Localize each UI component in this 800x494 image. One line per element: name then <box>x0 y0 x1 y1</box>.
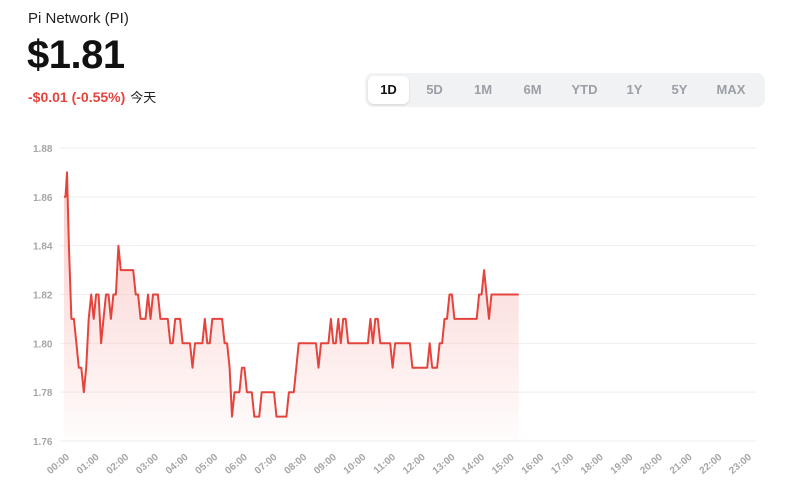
x-tick-label: 06:00 <box>223 452 250 477</box>
x-tick-label: 19:00 <box>609 452 636 477</box>
y-tick-label: 1.82 <box>33 291 53 302</box>
current-price: $1.81 <box>27 33 125 77</box>
range-button-5y[interactable]: 5Y <box>671 82 688 97</box>
range-button-5d[interactable]: 5D <box>426 82 443 97</box>
time-range-selector: 1D 5D 1M 6M YTD 1Y 5Y MAX <box>365 73 765 107</box>
range-button-max[interactable]: MAX <box>716 82 746 97</box>
y-tick-label: 1.78 <box>33 388 53 399</box>
x-tick-label: 04:00 <box>164 452 191 477</box>
x-tick-label: 03:00 <box>134 452 161 477</box>
range-button-1d[interactable]: 1D <box>368 76 409 104</box>
x-tick-label: 05:00 <box>194 452 221 477</box>
asset-name: Pi Network (PI) <box>28 10 129 27</box>
price-change: -$0.01 (-0.55%) <box>28 89 126 105</box>
y-tick-label: 1.84 <box>33 242 53 253</box>
x-tick-label: 18:00 <box>579 452 606 477</box>
y-tick-label: 1.76 <box>33 437 53 448</box>
x-tick-label: 22:00 <box>698 452 725 477</box>
y-tick-label: 1.80 <box>33 339 53 350</box>
x-tick-label: 09:00 <box>312 452 339 477</box>
x-tick-label: 21:00 <box>668 452 695 477</box>
range-button-1y[interactable]: 1Y <box>626 82 643 97</box>
price-change-row: -$0.01 (-0.55%) 今天 <box>28 87 156 106</box>
y-tick-label: 1.86 <box>33 193 53 204</box>
x-tick-label: 17:00 <box>549 452 576 477</box>
range-button-ytd[interactable]: YTD <box>571 82 598 97</box>
x-tick-label: 02:00 <box>105 452 132 477</box>
x-tick-label: 08:00 <box>282 452 309 477</box>
price-change-period: 今天 <box>130 91 157 106</box>
price-area-fill <box>64 172 519 441</box>
range-button-1m[interactable]: 1M <box>473 82 493 97</box>
x-tick-label: 10:00 <box>342 452 369 477</box>
x-tick-label: 15:00 <box>490 452 517 477</box>
x-tick-label: 11:00 <box>372 452 399 477</box>
x-tick-label: 12:00 <box>401 452 428 477</box>
x-tick-label: 01:00 <box>75 452 102 477</box>
x-tick-label: 14:00 <box>460 452 487 477</box>
x-tick-label: 23:00 <box>727 452 754 477</box>
range-button-6m[interactable]: 6M <box>523 82 542 97</box>
x-tick-label: 16:00 <box>520 452 547 477</box>
x-tick-label: 20:00 <box>638 452 665 477</box>
x-tick-label: 07:00 <box>253 452 280 477</box>
x-tick-label: 00:00 <box>45 452 72 477</box>
x-tick-label: 13:00 <box>431 452 458 477</box>
y-tick-label: 1.88 <box>33 144 53 155</box>
price-line <box>64 171 519 418</box>
